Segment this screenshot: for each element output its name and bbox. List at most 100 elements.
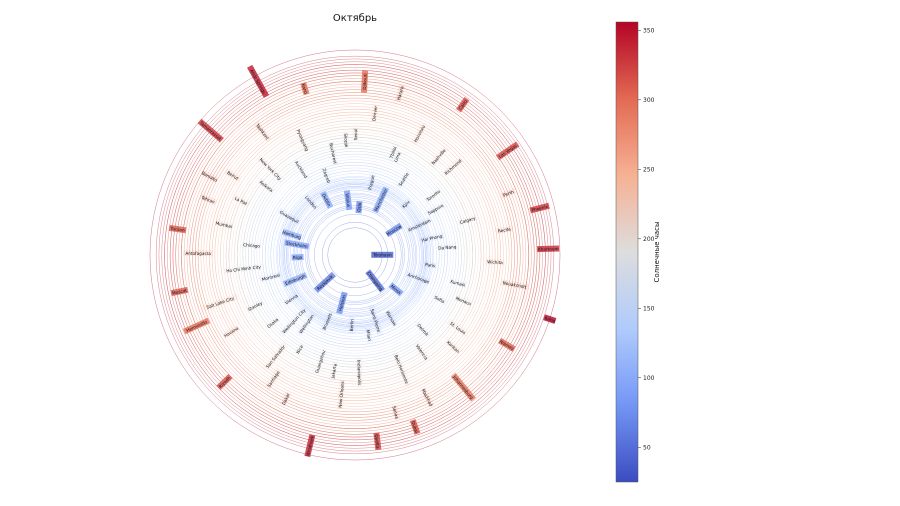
city-marker: Helsinki: [336, 291, 348, 315]
city-label-box: [222, 324, 240, 339]
city-label: Sofia: [434, 295, 446, 304]
city-marker: Bucharest: [327, 140, 339, 167]
city-label-box: [454, 294, 473, 307]
value-ring: [259, 159, 451, 351]
city-marker: Quetta: [373, 432, 382, 451]
city-label-box: [320, 166, 333, 185]
city-marker: Harare: [394, 84, 406, 103]
city-marker: Wichita: [485, 258, 505, 266]
city-label-box: [320, 190, 334, 209]
city-label: Quetta: [374, 434, 381, 449]
city-label: Dakar: [281, 392, 291, 406]
city-label-box: [420, 387, 435, 408]
value-ring: [267, 167, 443, 343]
city-label: Indianapolis: [356, 360, 362, 385]
city-label-box: [281, 228, 303, 241]
city-marker: Cairo: [456, 97, 470, 113]
value-ring: [231, 131, 479, 379]
city-label-box: [199, 193, 218, 206]
city-label-box: [170, 286, 189, 297]
city-marker: Stockholm: [284, 239, 310, 250]
city-label: Cairo: [458, 99, 469, 111]
city-label: Recife: [498, 227, 512, 234]
value-ring: [306, 206, 404, 304]
city-label-box: [500, 279, 529, 291]
city-label-box: [456, 97, 470, 113]
city-label: Jakarta: [330, 363, 338, 380]
city-marker: Chongqing: [365, 269, 385, 293]
value-ring: [264, 164, 446, 346]
city-marker: Montreal: [259, 271, 283, 283]
value-ring: [282, 182, 428, 328]
city-label-box: [355, 356, 364, 389]
city-label: Minsk: [390, 284, 403, 296]
value-ring: [292, 192, 418, 318]
city-label-box: [253, 120, 272, 143]
city-label-box: [284, 239, 310, 250]
city-label-box: [372, 186, 390, 214]
city-marker: Dubai: [409, 419, 421, 435]
value-ring: [220, 120, 490, 390]
city-marker: Milan: [364, 327, 374, 343]
city-marker: Indianapolis: [355, 356, 364, 389]
city-label-box: [278, 304, 310, 338]
city-label-box: [445, 338, 462, 355]
city-marker: Vilnius: [343, 190, 353, 211]
city-label-box: [442, 157, 464, 177]
value-ring: [181, 81, 529, 429]
value-ring: [208, 108, 502, 402]
city-label-box: [495, 225, 514, 235]
value-ring: [172, 72, 538, 438]
value-rings: [149, 49, 561, 461]
city-marker: Chicago: [241, 241, 262, 250]
value-ring: [270, 170, 440, 340]
value-ring: [169, 69, 541, 441]
city-label: Nice: [295, 344, 304, 355]
city-label-box: [371, 251, 394, 258]
city-label-box: [320, 310, 335, 333]
city-label-box: [391, 350, 412, 388]
value-ring: [297, 197, 413, 313]
city-marker: Hermosillo: [182, 317, 211, 335]
value-ring: [314, 214, 396, 296]
city-marker: Khartoum: [537, 245, 560, 253]
city-label: Richmond: [444, 158, 463, 176]
city-label: Dubai: [411, 420, 420, 433]
city-marker: La Paz: [232, 194, 251, 208]
city-marker: Brussels: [320, 310, 335, 333]
city-label-box: [244, 298, 266, 314]
colorbar-tick-label: 250: [643, 166, 655, 173]
city-label-box: [425, 201, 446, 217]
value-ring: [278, 178, 432, 332]
city-label-box: [411, 122, 428, 145]
city-label-box: [247, 64, 270, 98]
city-labels: Tórshavn Reykjavik Oslo Chongqing Stockholm M…: [168, 64, 560, 458]
city-label-box: [388, 282, 404, 297]
colorbar-tick-label: 50: [643, 444, 651, 451]
colorbar: [615, 21, 639, 483]
city-label: Prague: [367, 175, 375, 191]
value-ring: [295, 195, 415, 315]
city-marker: Antofagasta: [183, 250, 213, 257]
city-label-box: [197, 118, 224, 143]
city-label: Phoenix: [531, 204, 549, 213]
city-label-box: [300, 82, 310, 96]
city-label-box: [348, 316, 355, 334]
value-ring: [280, 180, 430, 330]
city-label: Bamako: [201, 170, 219, 183]
city-marker: Alice Springs: [247, 64, 270, 98]
city-marker: Dublin: [320, 190, 334, 209]
city-marker: Nouakchott: [500, 279, 529, 291]
city-label-box: [485, 258, 505, 266]
city-label: Da Nang: [438, 244, 457, 250]
city-label: Kyiv: [401, 199, 411, 209]
city-label-box: [313, 349, 327, 375]
city-label-box: [366, 173, 376, 192]
value-ring: [197, 97, 513, 413]
city-label-box: [282, 291, 300, 307]
value-ring: [290, 190, 420, 320]
city-label-box: [224, 168, 242, 183]
city-marker: Phoenix: [529, 202, 550, 214]
city-label-box: [395, 169, 412, 190]
city-label: Helsinki: [338, 294, 347, 311]
